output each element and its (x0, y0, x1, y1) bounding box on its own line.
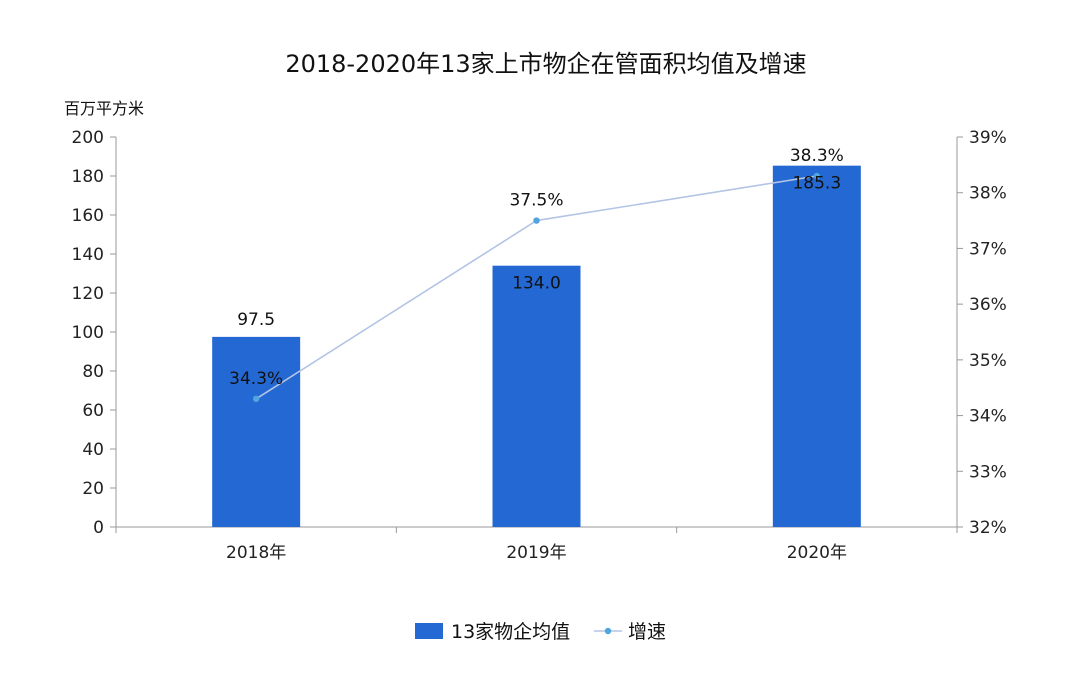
y-left-tick-label: 0 (93, 518, 104, 538)
y-right-tick-label: 36% (969, 295, 1007, 315)
y-left-tick-label: 160 (72, 206, 104, 226)
growth-point-2019年 (533, 217, 540, 224)
y-right-tick-label: 34% (969, 407, 1007, 427)
y-right-tick-label: 35% (969, 351, 1007, 371)
y-left-tick-label: 180 (72, 167, 104, 187)
y-left-tick-label: 40 (82, 440, 104, 460)
y-right-tick-label: 39% (969, 128, 1007, 148)
x-tick-label: 2019年 (506, 543, 566, 563)
line-series (252, 172, 821, 403)
bar-2019年 (492, 265, 581, 527)
y-left-tick-label: 80 (82, 362, 104, 382)
bar-value-label: 185.3 (792, 174, 841, 194)
bar-series (212, 165, 861, 528)
growth-value-label: 37.5% (509, 191, 563, 211)
y-right-tick-label: 37% (969, 239, 1007, 259)
y-left-tick-label: 20 (82, 479, 104, 499)
y-right-tick-label: 38% (969, 184, 1007, 204)
growth-value-label: 38.3% (790, 146, 844, 166)
bar-2020年 (772, 165, 861, 528)
x-tick-label: 2020年 (787, 543, 847, 563)
legend-bar-label: 13家物企均值 (451, 621, 570, 643)
axes: 0 20 40 60 80 100 120 140 160 180 200 32% 33% 34% 35% 3… (72, 128, 1007, 563)
bar-2018年 (212, 336, 301, 527)
y-axis-unit-label: 百万平方米 (64, 99, 144, 118)
growth-point-2020年 (813, 172, 821, 180)
chart-title: 2018-2020年13家上市物企在管面积均值及增速 (285, 50, 806, 78)
y-left-tick-label: 60 (82, 401, 104, 421)
bar-value-label: 134.0 (512, 274, 561, 294)
legend-bar-swatch (415, 623, 443, 639)
legend-line-label: 增速 (628, 621, 666, 643)
y-right-tick-label: 33% (969, 462, 1007, 482)
growth-value-label: 34.3% (229, 369, 283, 389)
y-right-tick-label: 32% (969, 518, 1007, 538)
legend: 13家物企均值 增速 (415, 621, 666, 643)
legend-line-marker (604, 627, 612, 635)
y-left-tick-label: 200 (72, 128, 104, 148)
growth-point-2018年 (252, 395, 260, 403)
data-labels: 97.5 134.0 185.3 34.3% 37.5% 38.3% (229, 146, 844, 389)
y-left-tick-label: 120 (72, 284, 104, 304)
y-left-tick-label: 100 (72, 323, 104, 343)
x-tick-label: 2018年 (226, 543, 286, 563)
bar-value-label: 97.5 (237, 310, 275, 330)
y-left-tick-label: 140 (72, 245, 104, 265)
